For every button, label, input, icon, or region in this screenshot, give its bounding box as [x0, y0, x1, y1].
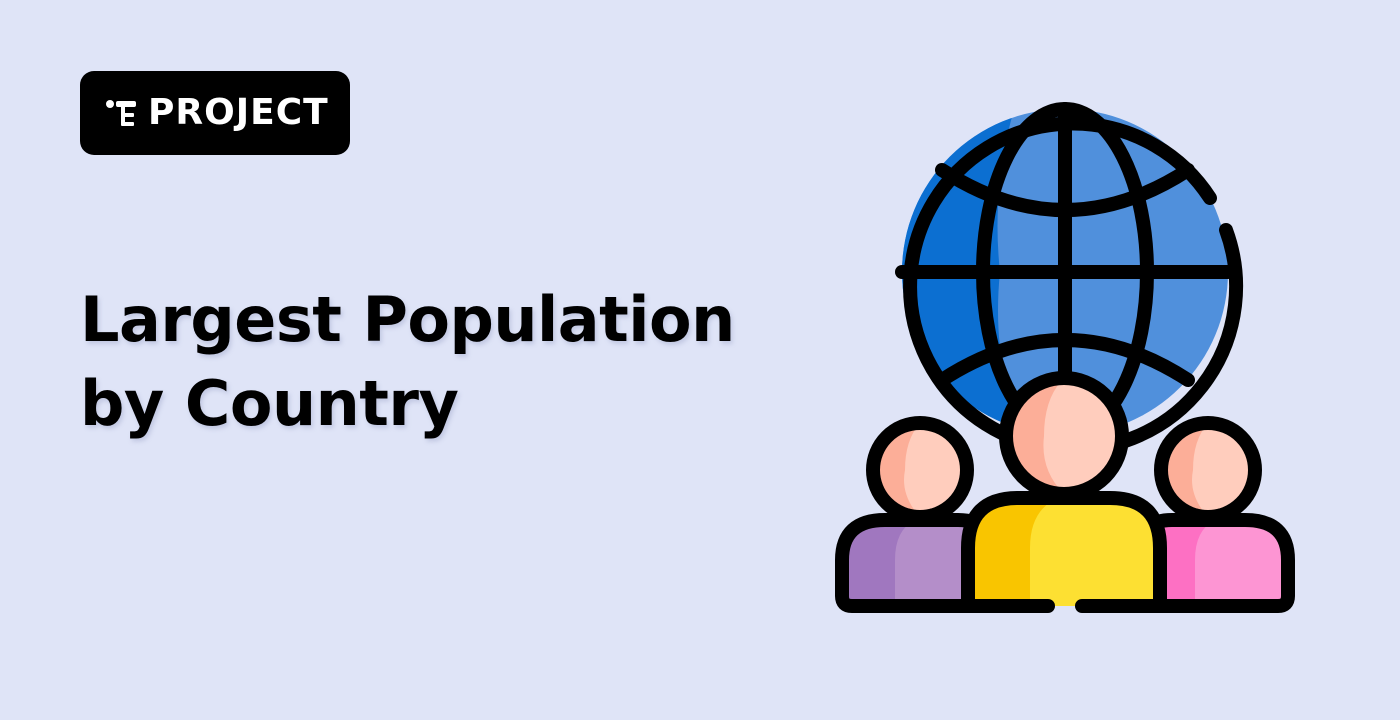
project-tree-icon [106, 100, 136, 126]
person-center-icon [961, 371, 1167, 613]
page-title: Largest Population by Country [80, 278, 800, 446]
title-line-2: by Country [80, 367, 459, 440]
project-badge: PROJECT [80, 71, 350, 155]
globe-with-people-icon [835, 102, 1295, 613]
title-line-1: Largest Population [80, 283, 735, 356]
globe-icon [895, 102, 1244, 457]
badge-label: PROJECT [148, 92, 329, 133]
